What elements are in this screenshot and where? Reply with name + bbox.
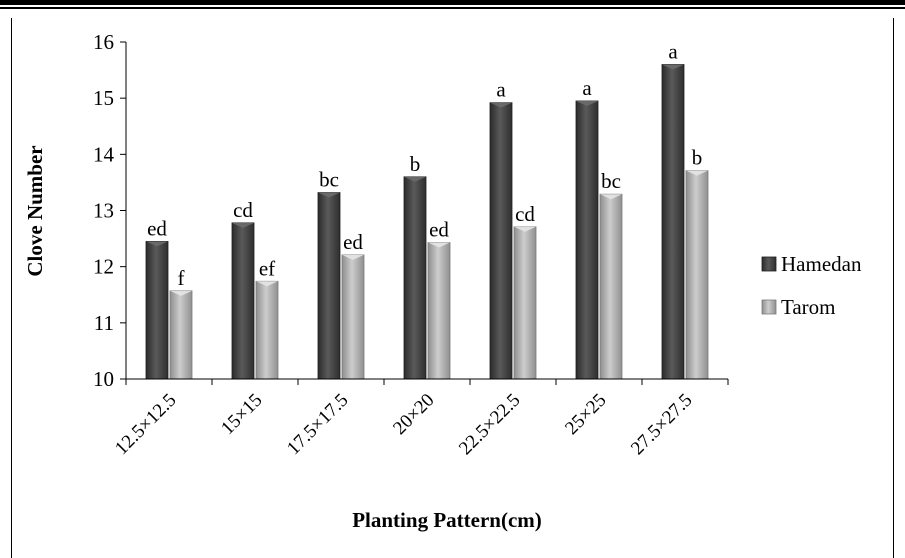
- bar-letter-label: ed: [343, 230, 363, 254]
- legend-swatch-tarom: [761, 299, 777, 315]
- bar-hamedan: [317, 192, 341, 380]
- bar-cap-tarom: [514, 226, 536, 232]
- bar-cap-hamedan: [318, 192, 340, 198]
- bar-cap-tarom: [256, 281, 278, 287]
- x-category-label: 15×15: [217, 390, 266, 439]
- bar-tarom: [599, 193, 623, 380]
- bar-hamedan: [575, 100, 599, 380]
- x-category-label: 17.5×17.5: [283, 390, 352, 459]
- bar-tarom: [255, 280, 279, 380]
- bar-cap-hamedan: [404, 176, 426, 182]
- y-axis-ticks: 10 11 12 13 14 15 16: [93, 30, 126, 391]
- bar-tarom: [685, 170, 709, 380]
- bar-cap-tarom: [342, 254, 364, 260]
- header-rule-thick: [0, 0, 905, 5]
- bar-cap-hamedan: [490, 102, 512, 108]
- bar-cap-hamedan: [576, 100, 598, 106]
- bar-letter-label: b: [692, 146, 703, 170]
- bar-cap-hamedan: [232, 222, 254, 228]
- x-category-label: 25×25: [561, 390, 610, 439]
- x-category-label: 20×20: [389, 390, 438, 439]
- x-axis-ticks: 12.5×12.5 15×15 17.5×17.5 20×20 22.5×22.5 25×…: [111, 379, 729, 459]
- bar-hamedan: [403, 176, 427, 380]
- bar-tarom: [513, 226, 537, 380]
- y-tick-label: 13: [93, 199, 114, 223]
- bar-letter-label: cd: [233, 198, 253, 222]
- bar-cap-tarom: [600, 194, 622, 200]
- bar-tarom: [341, 254, 365, 380]
- bar-tarom: [169, 290, 193, 380]
- bar-hamedan: [145, 240, 169, 380]
- y-tick-label: 10: [93, 367, 114, 391]
- bar-letter-label: a: [496, 78, 506, 102]
- legend-label-tarom: Tarom: [781, 295, 836, 319]
- bar-letter-label: f: [178, 266, 185, 290]
- legend: Hamedan Tarom: [761, 252, 862, 319]
- x-category-label: 27.5×27.5: [627, 390, 696, 459]
- bar-cap-tarom: [686, 170, 708, 176]
- bar-letter-label: a: [582, 76, 592, 100]
- bar-cap-tarom: [170, 290, 192, 296]
- bar-tarom: [427, 242, 451, 380]
- bar-letter-label: cd: [515, 202, 535, 226]
- bar-letter-label: ef: [259, 256, 275, 280]
- bar-letter-label: a: [668, 39, 678, 63]
- bar-cap-hamedan: [662, 64, 684, 70]
- y-tick-label: 14: [93, 142, 115, 166]
- legend-label-hamedan: Hamedan: [781, 252, 862, 276]
- x-category-label: 12.5×12.5: [111, 390, 180, 459]
- x-category-label: 22.5×22.5: [455, 390, 524, 459]
- bar-cap-hamedan: [146, 241, 168, 247]
- x-axis-title: Planting Pattern(cm): [352, 508, 542, 532]
- y-tick-label: 15: [93, 86, 114, 110]
- header-rule-thin: [0, 7, 905, 9]
- y-tick-label: 12: [93, 255, 114, 279]
- bar-letter-label: bc: [319, 168, 339, 192]
- figure-frame: [11, 18, 894, 558]
- bar-letter-label: bc: [601, 169, 621, 193]
- bar-letter-label: ed: [147, 216, 167, 240]
- y-axis-title: Clove Number: [23, 145, 47, 276]
- y-tick-label: 11: [94, 311, 114, 335]
- bars-group: [145, 64, 709, 380]
- bar-letter-label: ed: [429, 218, 449, 242]
- bar-letter-label: b: [410, 152, 421, 176]
- bar-cap-tarom: [428, 242, 450, 248]
- bar-hamedan: [489, 102, 513, 380]
- y-tick-label: 16: [93, 30, 114, 54]
- bar-letter-labels: ed cd bc b a a a f ef ed ed cd bc b: [147, 39, 702, 289]
- bar-hamedan: [231, 222, 255, 380]
- bar-hamedan: [661, 64, 685, 380]
- legend-swatch-hamedan: [761, 256, 777, 272]
